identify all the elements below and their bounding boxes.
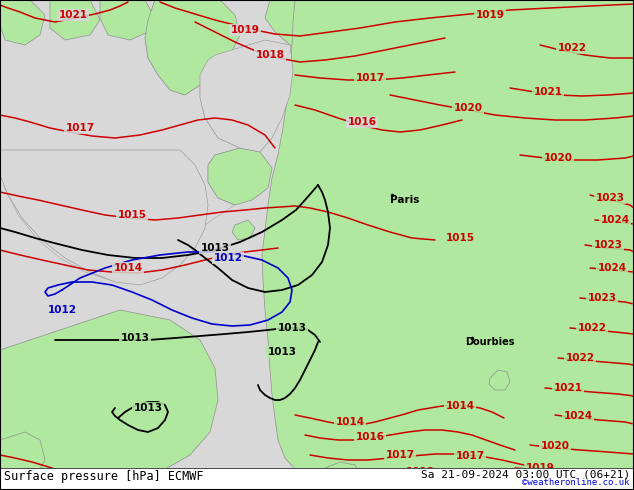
Text: 1012: 1012: [48, 305, 77, 315]
Text: 1019: 1019: [476, 10, 505, 20]
Text: 1017: 1017: [385, 450, 415, 460]
Text: 1016: 1016: [356, 432, 384, 442]
Polygon shape: [200, 40, 293, 152]
Polygon shape: [145, 0, 240, 95]
Text: 1024: 1024: [564, 411, 593, 421]
Polygon shape: [0, 0, 240, 280]
Polygon shape: [0, 150, 208, 285]
Text: 1019: 1019: [231, 25, 259, 35]
Text: 1022: 1022: [566, 353, 595, 363]
Text: 1016: 1016: [347, 117, 377, 127]
Text: 1024: 1024: [600, 215, 630, 225]
Text: 1015: 1015: [117, 210, 146, 220]
Text: 1023: 1023: [588, 293, 616, 303]
Polygon shape: [265, 0, 360, 58]
Text: 1019: 1019: [526, 463, 555, 473]
Polygon shape: [489, 370, 510, 390]
Text: 1021: 1021: [58, 10, 87, 20]
Text: 1023: 1023: [593, 240, 623, 250]
Text: 1012: 1012: [214, 253, 242, 263]
Polygon shape: [360, 0, 460, 62]
Text: 1013: 1013: [120, 333, 150, 343]
Text: 1015: 1015: [446, 233, 474, 243]
Text: 1018: 1018: [406, 467, 434, 477]
Text: Sa 21-09-2024 03:00 UTC (06+21): Sa 21-09-2024 03:00 UTC (06+21): [421, 469, 630, 479]
Polygon shape: [50, 0, 100, 40]
Text: 1022: 1022: [578, 323, 607, 333]
Text: 1014: 1014: [446, 401, 475, 411]
Text: 1017: 1017: [356, 73, 385, 83]
Text: 1020: 1020: [543, 153, 573, 163]
Bar: [0, 468, 634, 490]
Text: 1022: 1022: [557, 43, 586, 53]
Polygon shape: [0, 0, 45, 45]
Text: 1020: 1020: [541, 441, 569, 451]
Text: 1021: 1021: [553, 383, 583, 393]
Polygon shape: [232, 220, 255, 240]
Text: ©weatheronline.co.uk: ©weatheronline.co.uk: [522, 477, 630, 487]
Text: 1017: 1017: [65, 123, 94, 133]
Text: 1013: 1013: [278, 323, 306, 333]
Polygon shape: [0, 310, 218, 488]
Text: Paris: Paris: [391, 195, 420, 205]
Bar: [0, 468, 634, 490]
Text: 1021: 1021: [533, 87, 562, 97]
Text: 1017: 1017: [455, 451, 484, 461]
Text: 1013: 1013: [268, 347, 297, 357]
Text: 1014: 1014: [113, 263, 143, 273]
Text: Surface pressure [hPa] ECMWF: Surface pressure [hPa] ECMWF: [4, 469, 204, 483]
Text: Dourbies: Dourbies: [465, 337, 515, 347]
Polygon shape: [100, 0, 155, 40]
Text: 1020: 1020: [453, 103, 482, 113]
Polygon shape: [262, 0, 634, 490]
Text: 1024: 1024: [597, 263, 626, 273]
Text: 1018: 1018: [256, 50, 285, 60]
Polygon shape: [0, 432, 45, 488]
Text: 1014: 1014: [335, 417, 365, 427]
Text: 1013: 1013: [200, 243, 230, 253]
Polygon shape: [208, 148, 272, 205]
Text: 1013: 1013: [134, 403, 162, 413]
Polygon shape: [310, 462, 362, 490]
Text: 1023: 1023: [595, 193, 624, 203]
